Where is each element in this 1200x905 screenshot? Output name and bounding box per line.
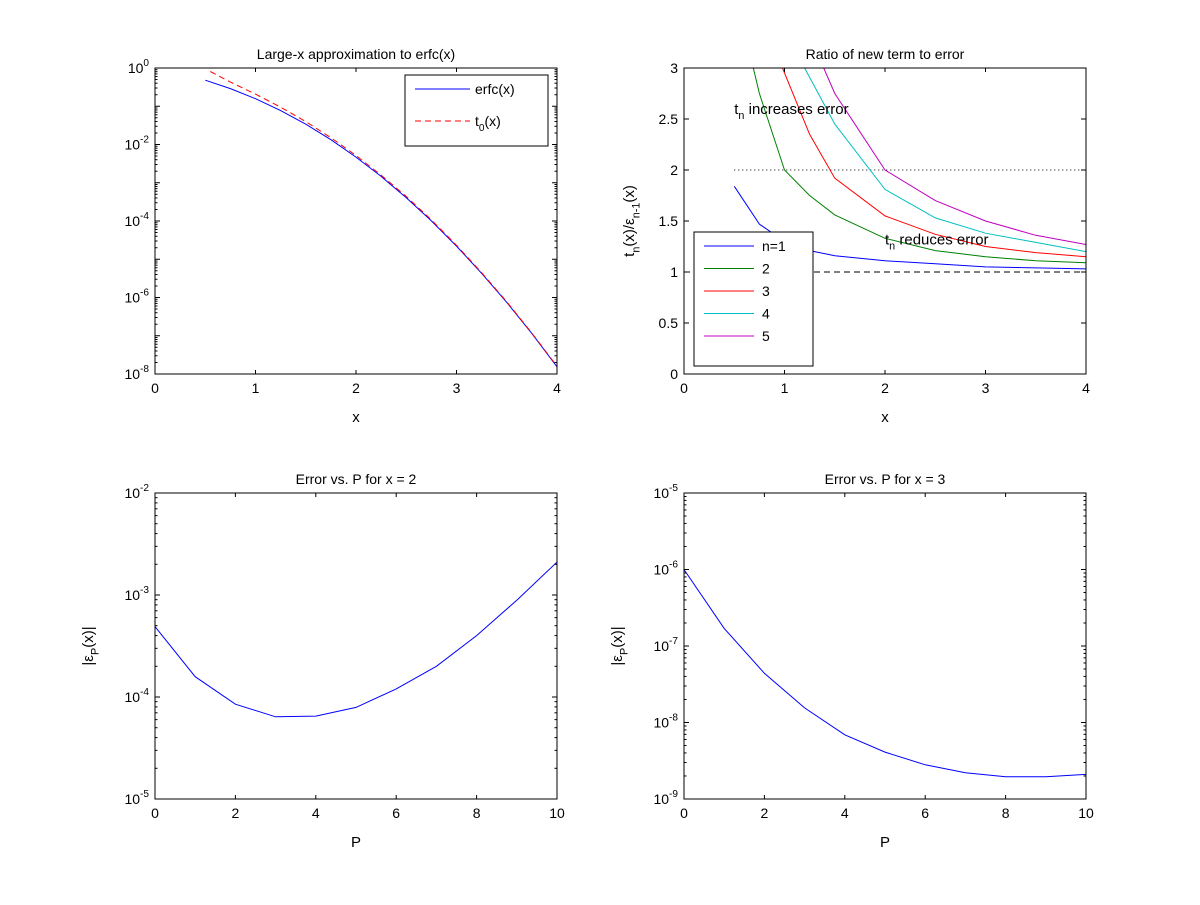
y-tick-label: 10-6: [124, 288, 149, 306]
series-line-t0x: [210, 71, 557, 367]
y-tick-label: 2.5: [659, 111, 679, 127]
y-tick-label: 10-9: [653, 789, 678, 807]
chart-title: Large-x approximation to erfc(x): [257, 46, 455, 62]
x-tick-label: 4: [312, 805, 320, 821]
series-line-2: [752, 68, 1086, 264]
chart-title: Error vs. P for x = 3: [825, 471, 946, 487]
x-tick-label: 3: [453, 380, 461, 396]
x-axis-label: P: [880, 834, 890, 851]
legend: erfc(x) t0(x): [404, 74, 549, 147]
plot-area: [684, 493, 1086, 799]
y-axis-label: |εP(x)|: [609, 626, 630, 665]
x-tick-label: 2: [881, 380, 889, 396]
x-axis-label: P: [351, 834, 361, 851]
y-tick-label: 10-7: [653, 636, 678, 654]
subplot-4: 0 2 4 6 8 10 10-9 10-8 10-7 10-6 10-5 Error vs. P f…: [609, 471, 1094, 851]
subplot-2: 0 1 2 3 4 0 0.5 1 1.5 2 2.5 3 Ratio of new term to e…: [621, 46, 1090, 426]
series-line-5: [823, 68, 1086, 245]
x-tick-label: 1: [252, 380, 260, 396]
series-group: [155, 561, 557, 718]
series-line-erfcx: [205, 79, 557, 368]
x-tick-label: 4: [1082, 380, 1090, 396]
x-tick-label: 2: [761, 805, 769, 821]
x-tick-label: 0: [151, 805, 159, 821]
x-axis-label: x: [881, 409, 889, 426]
x-tick-label: 8: [1002, 805, 1010, 821]
y-tick-label: 10-8: [124, 364, 149, 382]
legend-entry: t0(x): [475, 113, 501, 134]
y-tick-label: 10-2: [124, 135, 149, 153]
y-tick-label: 10-6: [653, 560, 678, 578]
x-tick-label: 10: [1078, 805, 1094, 821]
annotation: tn increases error: [734, 101, 848, 122]
y-tick-label: 10-2: [124, 483, 149, 501]
y-tick-label: 3: [670, 60, 678, 76]
axes-box: [154, 492, 558, 800]
legend-entry: 2: [762, 261, 770, 277]
series-line-4: [804, 68, 1086, 253]
x-axis-label: x: [352, 409, 360, 426]
legend: n=1 2 3 4 5: [693, 231, 814, 367]
chart-title: Error vs. P for x = 2: [296, 471, 417, 487]
series-group: [205, 71, 557, 368]
y-tick-label: 100: [128, 58, 150, 76]
y-tick-label: 10-5: [653, 483, 678, 501]
series-line-3: [782, 68, 1086, 258]
y-tick-label: 10-3: [124, 585, 149, 603]
y-tick-label: 0.5: [659, 315, 679, 331]
x-tick-label: 0: [680, 805, 688, 821]
x-tick-label: 8: [473, 805, 481, 821]
y-axis-label: |εP(x)|: [80, 626, 101, 665]
x-tick-label: 0: [151, 380, 159, 396]
x-tick-label: 3: [982, 380, 990, 396]
y-tick-label: 2: [670, 162, 678, 178]
x-tick-label: 6: [921, 805, 929, 821]
subplot-1: 0 1 2 3 4 10-8 10-6 10-4 10-2 100 Large-x approxim…: [124, 46, 561, 426]
legend-entry: n=1: [762, 238, 786, 254]
legend-box: [404, 74, 549, 147]
x-tick-label: 2: [232, 805, 240, 821]
legend-entry: 3: [762, 283, 770, 299]
y-tick-label: 1: [670, 264, 678, 280]
legend-entry: 4: [762, 306, 770, 322]
x-tick-label: 0: [680, 380, 688, 396]
series-group: [684, 569, 1086, 778]
x-tick-label: 4: [553, 380, 561, 396]
y-tick-label: 10-8: [653, 713, 678, 731]
legend-entry: erfc(x): [475, 81, 515, 97]
series-line-1: [684, 569, 1086, 778]
chart-title: Ratio of new term to error: [806, 46, 965, 62]
y-tick-label: 10-5: [124, 789, 149, 807]
subplot-3: 0 2 4 6 8 10 10-5 10-4 10-3 10-2 Error vs. P for x…: [80, 471, 565, 851]
series-line-1: [155, 561, 557, 718]
y-tick-label: 10-4: [124, 211, 149, 229]
y-axis-label: tn(x)/εn-1(x): [621, 185, 642, 257]
legend-entry: 5: [762, 328, 770, 344]
x-tick-label: 6: [392, 805, 400, 821]
annotation: tn reduces error: [885, 231, 989, 252]
y-tick-label: 0: [670, 366, 678, 382]
y-tick-label: 1.5: [659, 213, 679, 229]
legend-box: [693, 231, 814, 367]
x-tick-label: 4: [841, 805, 849, 821]
y-tick-label: 10-4: [124, 687, 149, 705]
plot-area: [155, 493, 557, 799]
series-group: [733, 68, 1086, 270]
x-tick-label: 10: [549, 805, 565, 821]
x-tick-label: 2: [352, 380, 360, 396]
x-tick-label: 1: [781, 380, 789, 396]
